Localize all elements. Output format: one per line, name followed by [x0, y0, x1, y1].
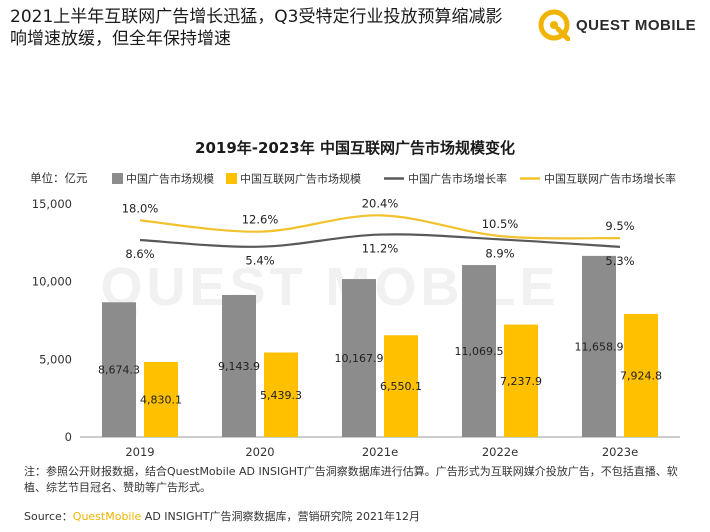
growth-label-ad-market: 8.6%: [125, 247, 154, 261]
bar-ad-market-2019: [102, 302, 136, 437]
bar-internet-ad-market-2022e: [504, 324, 538, 437]
x-tick-label: 2023e: [602, 445, 638, 459]
bar-label-ad-market: 11,658.9: [575, 340, 624, 353]
source-line: Source：QuestMobile AD INSIGHT广告洞察数据库，营销研…: [24, 508, 420, 524]
legend-swatch-0: [112, 173, 123, 184]
bar-ad-market-2023e: [582, 255, 616, 437]
growth-label-internet-ad: 20.4%: [362, 196, 399, 210]
growth-label-internet-ad: 18.0%: [122, 201, 159, 215]
legend-label-3: 中国互联网广告市场增长率: [544, 172, 676, 186]
bar-label-internet-ad-market: 7,924.8: [620, 369, 662, 382]
bar-label-ad-market: 8,674.3: [98, 364, 140, 377]
bar-label-internet-ad-market: 5,439.3: [260, 389, 302, 402]
questmobile-logo-icon: [538, 9, 570, 41]
headline-line-2: 响增速放缓，但全年保持增速: [10, 29, 231, 49]
y-tick-label: 5,000: [39, 352, 72, 366]
bar-label-ad-market: 10,167.9: [335, 352, 384, 365]
growth-label-ad-market: 5.3%: [605, 254, 634, 268]
y-tick-label: 0: [65, 430, 72, 444]
bar-ad-market-2020: [222, 294, 256, 437]
chart-title: 2019年-2023年 中国互联网广告市场规模变化: [195, 139, 515, 157]
y-tick-label: 10,000: [32, 275, 72, 289]
bar-label-ad-market: 9,143.9: [218, 360, 260, 373]
logo-text: QUEST MOBILE: [576, 16, 697, 34]
headline-line-1: 2021上半年互联网广告增长迅猛，Q3受特定行业投放预算缩减影: [10, 7, 503, 27]
x-tick-label: 2020: [245, 445, 274, 459]
bar-internet-ad-market-2019: [144, 361, 178, 437]
bar-internet-ad-market-2020: [264, 352, 298, 437]
growth-label-internet-ad: 9.5%: [605, 219, 634, 233]
growth-label-ad-market: 5.4%: [245, 254, 274, 268]
bar-internet-ad-market-2023e: [624, 313, 658, 437]
bar-ad-market-2022e: [462, 265, 496, 437]
growth-label-ad-market: 11.2%: [362, 242, 399, 256]
bar-label-internet-ad-market: 4,830.1: [140, 393, 182, 406]
growth-label-ad-market: 8.9%: [485, 246, 514, 260]
questmobile-logo: QUEST MOBILE: [538, 8, 696, 42]
growth-label-internet-ad: 10.5%: [482, 217, 519, 231]
bar-ad-market-2021e: [342, 279, 376, 437]
page-headline: 2021上半年互联网广告增长迅猛，Q3受特定行业投放预算缩减影 响增速放缓，但全…: [10, 6, 530, 50]
bar-label-internet-ad-market: 6,550.1: [380, 380, 422, 393]
x-tick-label: 2021e: [362, 445, 398, 459]
x-tick-label: 2022e: [482, 445, 518, 459]
unit-label: 单位：亿元: [30, 171, 88, 185]
source-brand: QuestMobile: [72, 510, 142, 523]
legend-label-0: 中国广告市场规模: [126, 172, 214, 186]
legend-swatch-1: [226, 173, 237, 184]
bar-label-ad-market: 11,069.5: [455, 345, 504, 358]
line-ad-market-growth: [139, 233, 621, 249]
footnote: 注：参照公开财报数据，结合QuestMobile AD INSIGHT广告洞察数…: [24, 465, 678, 494]
growth-label-internet-ad: 12.6%: [242, 213, 279, 227]
x-tick-label: 2019: [125, 445, 154, 459]
source-prefix: Source：: [24, 510, 73, 523]
line-internet-ad-growth: [139, 214, 621, 240]
y-tick-label: 15,000: [32, 197, 72, 211]
legend-label-2: 中国广告市场增长率: [408, 172, 507, 186]
legend-label-1: 中国互联网广告市场规模: [240, 172, 361, 186]
bar-label-internet-ad-market: 7,237.9: [500, 375, 542, 388]
source-rest: AD INSIGHT广告洞察数据库，营销研究院 2021年12月: [141, 510, 421, 523]
bar-internet-ad-market-2021e: [384, 335, 418, 437]
